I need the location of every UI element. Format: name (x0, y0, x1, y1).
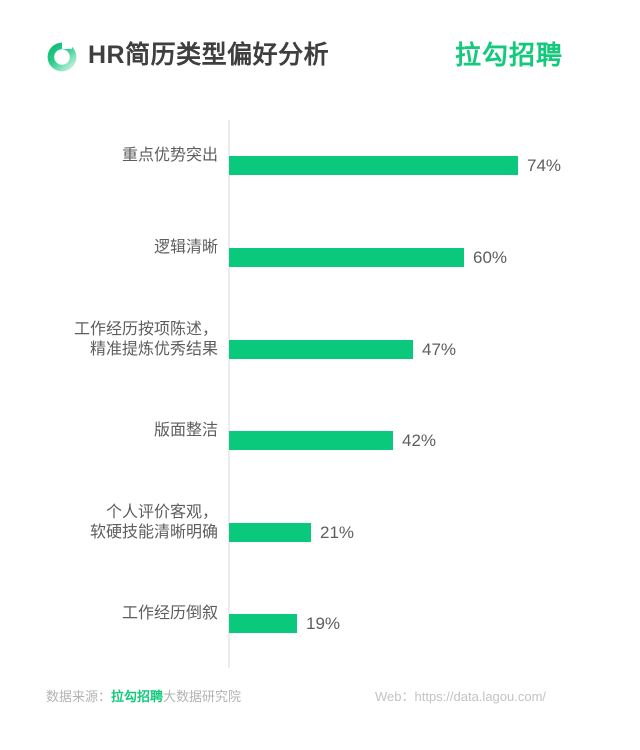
data-source-text: 数据来源：拉勾招聘大数据研究院 (46, 688, 241, 706)
bar-category-label: 个人评价客观， 软硬技能清晰明确 (89, 504, 218, 541)
bar-fill (229, 523, 311, 542)
lagou-ring-logo-icon (45, 40, 79, 74)
data-source-prefix: 数据来源： (46, 689, 112, 704)
bar-category-label: 工作经历倒叙 (121, 605, 218, 622)
bar-category-label: 逻辑清晰 (153, 239, 218, 256)
bar-track (229, 523, 311, 542)
footer: 数据来源：拉勾招聘大数据研究院 Web：https://data.lagou.c… (0, 670, 640, 750)
data-source-brand: 拉勾招聘 (111, 689, 164, 704)
bar-row: 重点优势突出 74% (0, 146, 640, 186)
bar-track (229, 614, 297, 633)
bar-value-label: 21% (320, 523, 355, 542)
bar-track (229, 431, 393, 450)
website-text: Web：https://data.lagou.com/ (375, 689, 547, 704)
bar-row: 逻辑清晰 60% (0, 238, 640, 278)
bar-category-label: 版面整洁 (153, 422, 218, 439)
bar-value-label: 19% (306, 614, 341, 633)
bar-value-label: 74% (527, 156, 562, 175)
bar-row: 版面整洁 42% (0, 421, 640, 461)
bar-track (229, 340, 413, 359)
data-source-suffix: 大数据研究院 (163, 689, 242, 704)
bar-fill (229, 614, 297, 633)
chart-axis-line (228, 120, 230, 668)
bar-row: 个人评价客观， 软硬技能清晰明确 21% (0, 504, 640, 553)
bar-fill (229, 156, 518, 175)
bar-fill (229, 431, 393, 450)
bar-value-label: 42% (402, 431, 437, 450)
bar-fill (229, 248, 464, 267)
bar-track (229, 156, 518, 175)
bar-chart: 重点优势突出 74% 逻辑清晰 60% 工作经历按项陈述， 精准提炼优秀结果 4… (0, 110, 640, 670)
bar-value-label: 60% (473, 248, 508, 267)
page-title: HR简历类型偏好分析 (88, 41, 330, 69)
brand-logo-text: 拉勾招聘 (455, 40, 564, 70)
bar-category-label: 重点优势突出 (121, 147, 218, 164)
bar-value-label: 47% (422, 340, 457, 359)
bar-row: 工作经历倒叙 19% (0, 604, 640, 644)
header: HR简历类型偏好分析 拉勾招聘 (0, 0, 640, 110)
bar-fill (229, 340, 413, 359)
bar-track (229, 248, 464, 267)
bar-category-label: 工作经历按项陈述， 精准提炼优秀结果 (73, 321, 218, 358)
bar-row: 工作经历按项陈述， 精准提炼优秀结果 47% (0, 321, 640, 370)
